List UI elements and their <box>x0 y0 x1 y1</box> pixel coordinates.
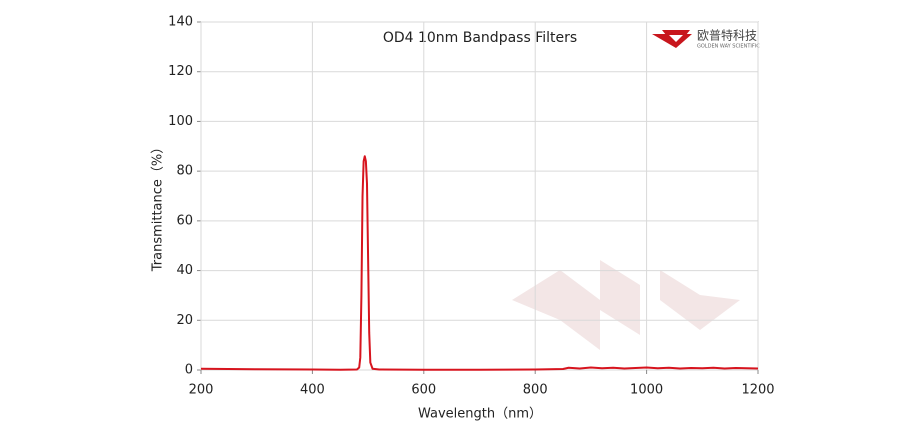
y-tick-label: 120 <box>168 64 193 79</box>
logo-text: 欧普特科技 <box>697 28 757 43</box>
logo-subtext: GOLDEN WAY SCIENTIFIC <box>697 44 760 50</box>
y-axis-label: Transmittance（%） <box>151 141 166 273</box>
chart-title: OD4 10nm Bandpass Filters <box>383 30 577 46</box>
x-tick-label: 1200 <box>741 383 774 398</box>
y-tick-label: 80 <box>176 164 193 179</box>
x-tick-label: 200 <box>189 383 214 398</box>
x-axis-label: Wavelength（nm） <box>418 407 542 422</box>
x-tick-label: 400 <box>300 383 325 398</box>
x-tick-label: 600 <box>411 383 436 398</box>
y-tick-label: 60 <box>176 213 193 228</box>
x-tick-label: 1000 <box>630 383 663 398</box>
watermark <box>512 260 740 350</box>
y-tick-label: 20 <box>176 313 193 328</box>
logo <box>652 30 692 48</box>
plot-frame <box>200 21 759 371</box>
y-tick-label: 100 <box>168 114 193 129</box>
y-tick-label: 140 <box>168 15 193 30</box>
y-tick-label: 0 <box>185 363 193 378</box>
spectrum-line <box>200 155 759 371</box>
y-tick-label: 40 <box>176 263 193 278</box>
x-tick-label: 800 <box>523 383 548 398</box>
